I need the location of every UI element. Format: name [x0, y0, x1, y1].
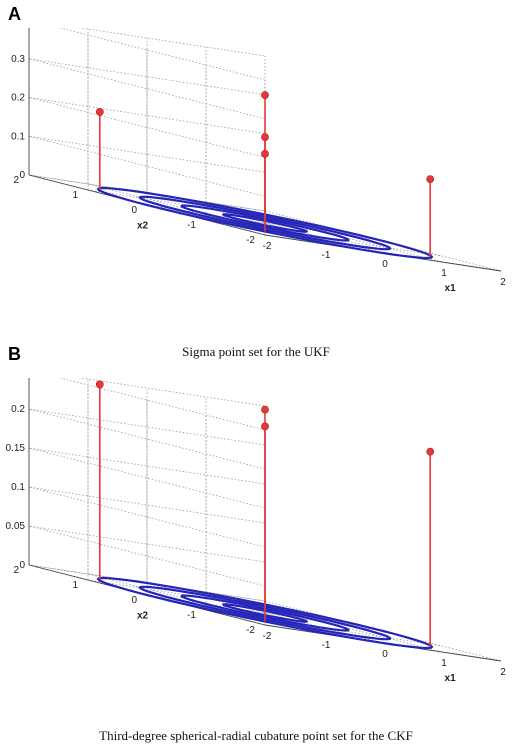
stem-marker: [261, 133, 269, 141]
z-tick-label: 0.1: [11, 482, 25, 493]
contour-ring: [180, 594, 350, 632]
y-tick-label: -1: [187, 220, 196, 231]
x-tick-label: -2: [263, 241, 272, 252]
panel-label-a: A: [8, 4, 21, 24]
z-tick-label: 0.2: [11, 404, 25, 415]
z-tick-label: 0.1: [11, 131, 25, 142]
y-tick-label: 1: [72, 190, 78, 201]
z-tick-label: 0: [19, 560, 25, 571]
z-tick-label: 0.15: [6, 443, 26, 454]
contour-ring: [96, 576, 434, 650]
z-tick-label: 0.3: [11, 54, 25, 65]
caption-a: Sigma point set for the UKF: [182, 344, 330, 359]
caption-b: Third-degree spherical-radial cubature p…: [99, 728, 413, 743]
y-tick-label: -2: [246, 235, 255, 246]
grid-line: [28, 486, 266, 548]
stem-marker: [95, 108, 104, 116]
contour-ring: [180, 204, 350, 242]
x-tick-label: -1: [322, 640, 331, 651]
x-tick-label: 1: [441, 658, 447, 669]
contour-ring: [138, 195, 392, 251]
stem-marker: [261, 405, 269, 414]
y-axis-label: x2: [137, 611, 149, 622]
y-tick-label: -1: [187, 610, 196, 621]
x-tick-label: -1: [322, 250, 331, 261]
grid-line: [28, 58, 266, 120]
stem-marker: [261, 150, 269, 158]
grid-line: [28, 447, 266, 509]
stem-marker: [426, 447, 435, 456]
x-tick-label: 2: [500, 277, 506, 288]
x-axis-label: x1: [445, 283, 457, 294]
contour-ring: [221, 603, 309, 623]
x-tick-label: 2: [500, 667, 506, 678]
stem-marker: [261, 91, 269, 100]
grid-line: [58, 28, 266, 81]
y-tick-label: 0: [131, 595, 137, 606]
z-tick-label: 0.05: [6, 521, 26, 532]
x-axis-label: x1: [445, 673, 457, 684]
z-tick-label: 0.2: [11, 93, 25, 104]
y-tick-label: 2: [13, 175, 19, 186]
panel-label-b: B: [8, 344, 21, 364]
grid-line: [28, 135, 266, 197]
contour-ring: [96, 186, 434, 260]
x-tick-label: 0: [382, 259, 388, 270]
x-tick-label: 0: [382, 649, 388, 660]
stem-marker: [261, 422, 269, 431]
y-tick-label: -2: [246, 625, 255, 636]
contour-ring: [221, 213, 309, 233]
y-tick-label: 0: [131, 205, 137, 216]
grid-line: [28, 408, 266, 470]
contour-ring: [138, 585, 392, 641]
x-tick-label: -2: [263, 631, 272, 642]
y-tick-label: 2: [13, 565, 19, 576]
grid-line: [28, 525, 266, 587]
grid-line: [28, 97, 266, 158]
x-tick-label: 1: [441, 268, 447, 279]
stem-marker: [426, 175, 435, 183]
grid-line: [58, 378, 266, 431]
y-tick-label: 1: [72, 580, 78, 591]
stem-marker: [95, 380, 104, 389]
y-axis-label: x2: [137, 221, 149, 232]
z-tick-label: 0: [19, 170, 25, 181]
